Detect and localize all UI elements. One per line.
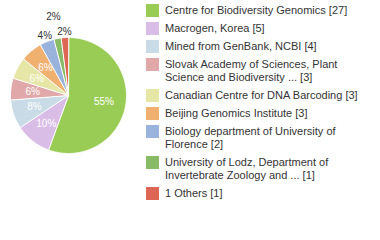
svg-text:8%: 8% (27, 101, 42, 112)
html-text:University of Lodz, Department: University of Lodz, Department of Invert… (165, 156, 329, 181)
svg-text:6%: 6% (26, 86, 41, 97)
svg-text:6%: 6% (30, 73, 45, 84)
svg-text:6%: 6% (38, 62, 53, 73)
html-text:Biology department of Universi: Biology department of University of Flor… (165, 125, 336, 150)
html-text:Mined from GenBank, NCBI [4]: Mined from GenBank, NCBI [4] (165, 40, 317, 52)
html-text:Macrogen, Korea [5]: Macrogen, Korea [5] (165, 22, 265, 34)
html-text:Canadian Centre for DNA Barcod: Canadian Centre for DNA Barcoding [3] (165, 89, 358, 101)
svg-text:2%: 2% (57, 26, 72, 37)
svg-text:55%: 55% (94, 96, 114, 107)
svg-text:4%: 4% (38, 30, 53, 41)
svg-text:2%: 2% (46, 11, 61, 22)
html-text:1 Others [1]: 1 Others [1] (165, 187, 223, 199)
html-text:Beijing Genomics Institute [3]: Beijing Genomics Institute [3] (165, 107, 308, 119)
svg-text:10%: 10% (36, 118, 56, 129)
html-text:Centre for Biodiversity Genomi: Centre for Biodiversity Genomics [27] (165, 4, 348, 16)
html-text:Slovak Academy of Sciences, Pl: Slovak Academy of Sciences, Plant Scienc… (165, 58, 338, 83)
